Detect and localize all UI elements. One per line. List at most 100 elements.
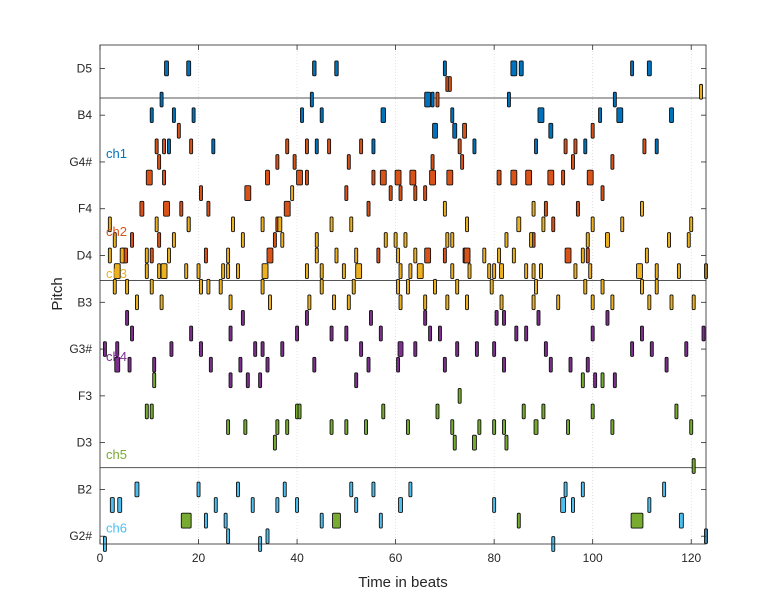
note-ch1 — [380, 107, 386, 124]
note-ch6 — [662, 481, 667, 498]
note-ch2 — [292, 154, 297, 170]
note-ch3 — [405, 278, 410, 295]
note-ch2 — [275, 154, 280, 170]
note-ch2 — [585, 247, 590, 264]
note-ch2 — [561, 169, 566, 186]
note-ch2 — [642, 138, 647, 155]
note-ch4 — [548, 356, 553, 373]
note-ch2 — [547, 169, 555, 186]
note-ch4 — [152, 356, 157, 373]
note-ch5 — [435, 403, 440, 420]
note-ch4 — [208, 356, 213, 373]
note-ch3 — [319, 278, 324, 295]
note-ch3 — [125, 278, 130, 295]
note-ch3 — [119, 247, 125, 264]
note-ch2 — [327, 138, 332, 155]
note-ch5 — [521, 403, 526, 420]
note-ch2 — [176, 122, 181, 139]
note-ch2 — [266, 247, 274, 264]
note-ch3 — [408, 263, 413, 279]
note-ch3 — [511, 247, 516, 264]
note-ch3 — [531, 263, 536, 279]
note-ch5 — [533, 419, 539, 435]
note-ch4 — [280, 341, 285, 357]
note-ch5 — [610, 419, 615, 435]
note-ch5 — [344, 419, 349, 435]
note-ch3 — [416, 263, 424, 279]
note-ch2 — [304, 169, 309, 186]
note-ch2 — [154, 138, 159, 155]
note-ch4 — [329, 325, 334, 342]
note-ch2 — [149, 247, 154, 264]
note-ch2 — [145, 169, 153, 186]
note-ch3 — [149, 278, 154, 295]
note-ch3 — [304, 263, 309, 279]
note-ch3 — [691, 294, 696, 311]
note-ch3 — [487, 263, 492, 279]
note-ch3 — [504, 232, 509, 248]
note-ch4 — [514, 325, 519, 342]
note-ch4 — [442, 356, 447, 373]
note-ch3 — [531, 294, 536, 311]
note-ch3 — [355, 263, 363, 279]
note-ch5 — [297, 403, 302, 420]
note-ch3 — [413, 247, 418, 264]
x-tick-label: 120 — [681, 551, 701, 565]
x-tick-label: 40 — [290, 551, 304, 565]
note-ch1 — [630, 60, 635, 77]
note-ch4 — [605, 310, 610, 326]
note-ch3 — [231, 216, 235, 233]
note-ch4 — [536, 310, 541, 326]
note-ch3 — [280, 232, 285, 248]
note-ch3 — [307, 294, 312, 311]
note-ch2 — [496, 169, 502, 186]
note-ch3 — [588, 263, 593, 279]
note-ch1 — [506, 91, 511, 108]
note-ch2 — [573, 138, 578, 155]
note-ch6 — [203, 512, 208, 529]
note-ch4 — [455, 341, 460, 357]
note-ch6 — [492, 497, 497, 513]
note-ch3 — [676, 263, 681, 279]
note-ch2 — [525, 169, 533, 186]
note-ch3 — [654, 278, 659, 295]
note-ch5 — [600, 372, 605, 389]
note-ch2 — [543, 200, 548, 217]
x-tick-label: 0 — [97, 551, 104, 565]
note-ch5 — [472, 434, 477, 451]
note-ch4 — [228, 372, 233, 389]
note-ch4 — [474, 341, 479, 357]
note-ch2 — [244, 185, 252, 201]
note-ch3 — [516, 216, 522, 233]
note-ch1 — [191, 107, 196, 124]
note-ch4 — [265, 356, 270, 373]
note-ch2 — [163, 200, 170, 217]
note-ch3 — [445, 232, 450, 248]
note-ch4 — [359, 341, 364, 357]
note-ch6 — [678, 512, 684, 529]
note-ch1 — [510, 60, 518, 77]
note-ch4 — [199, 341, 203, 357]
note-ch5 — [630, 512, 644, 529]
note-ch3 — [154, 216, 159, 233]
note-ch3 — [107, 216, 112, 233]
note-ch4 — [115, 341, 120, 357]
note-ch6 — [226, 528, 231, 545]
note-ch3 — [667, 232, 671, 248]
note-ch4 — [228, 325, 233, 342]
note-ch3 — [171, 232, 176, 248]
note-ch5 — [364, 419, 368, 435]
note-ch3 — [314, 232, 319, 248]
note-ch1 — [149, 107, 154, 124]
note-ch3 — [620, 216, 625, 233]
note-ch1 — [159, 91, 164, 108]
note-ch3 — [221, 263, 226, 279]
note-ch4 — [630, 341, 635, 357]
note-ch3 — [403, 232, 408, 248]
note-ch5 — [457, 388, 462, 404]
note-ch1 — [646, 60, 652, 77]
note-ch3 — [465, 294, 469, 311]
note-ch4 — [423, 310, 428, 326]
note-ch4 — [413, 341, 418, 357]
note-ch3 — [144, 263, 149, 279]
